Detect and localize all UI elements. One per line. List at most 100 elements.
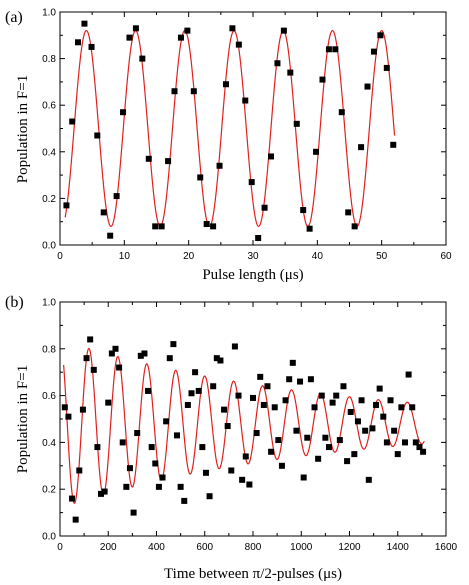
- panel-b-data-point: [322, 434, 329, 441]
- panel-b-data-point: [289, 359, 296, 366]
- panel-b-data-point: [145, 387, 152, 394]
- panel-a-x-tick-label: 0: [57, 251, 63, 262]
- panel-b-data-point: [130, 509, 137, 516]
- panel-b-x-tick-label: 1000: [290, 542, 313, 553]
- panel-a-data-point: [300, 207, 307, 214]
- panel-b-data-point: [242, 453, 249, 460]
- panel-b-data-point: [181, 497, 188, 504]
- panel-a-data-point: [338, 109, 345, 116]
- panel-a-y-tick-label: 0.6: [42, 101, 56, 112]
- panel-a-data-point: [203, 221, 210, 228]
- panel-a-data-point: [248, 179, 255, 186]
- panel-b-fit-curve: [63, 347, 425, 505]
- panel-b-data-point: [224, 423, 231, 430]
- panel-a-data-point: [145, 155, 152, 162]
- panel-b-data-point: [315, 455, 322, 462]
- panel-b-plot-frame: [59, 301, 447, 537]
- panel-b-data-point: [333, 392, 340, 399]
- panel-a-data-point: [242, 97, 249, 104]
- panel-a-data-point: [139, 55, 146, 62]
- panel-b-data-point: [365, 476, 372, 483]
- panel-b-data-point: [391, 427, 398, 434]
- panel-a-label: (a): [5, 9, 23, 26]
- panel-b-data-point: [340, 383, 347, 390]
- panel-b-data-point: [188, 390, 195, 397]
- panel-a-data-point: [235, 41, 242, 48]
- panel-b-data-point: [213, 355, 220, 362]
- panel-b-data-point: [202, 469, 209, 476]
- panel-b-label: (b): [5, 294, 24, 311]
- panel-b-data-point: [329, 399, 336, 406]
- panel-b-data-point: [69, 495, 76, 502]
- panel-b-ticks: 0 200 400 600 800 1000 1200 1400 1600 0.0 0.2 0.4 0.…: [42, 298, 457, 554]
- panel-b-x-tick-label: 1200: [338, 542, 361, 553]
- panel-a-data-point: [345, 209, 352, 216]
- panel-a-x-tick-label: 40: [312, 251, 324, 262]
- panel-b-data-point: [206, 493, 213, 500]
- panel-b-data-point: [376, 385, 383, 392]
- panel-b-data-point: [351, 451, 358, 458]
- panel-b-data-point: [373, 401, 380, 408]
- panel-b-data-point: [412, 439, 419, 446]
- panel-b-data-point: [152, 460, 159, 467]
- panel-b-data-point: [108, 350, 115, 357]
- panel-b-data-point: [239, 476, 246, 483]
- panel-a-data-point: [190, 88, 197, 95]
- panel-b-data-point: [344, 458, 351, 465]
- panel-a-data-point: [377, 32, 384, 39]
- panel-a-x-axis-title: Pulse length (μs): [202, 267, 303, 283]
- panel-b-y-tick-label: 1.0: [42, 298, 56, 309]
- panel-b-data-point: [358, 397, 365, 404]
- panel-b-data-point: [275, 437, 282, 444]
- panel-b-data-point: [116, 364, 123, 371]
- panel-a-data-point: [132, 25, 139, 32]
- panel-a-data-point: [351, 223, 358, 230]
- panel-b-x-tick-label: 1400: [387, 542, 410, 553]
- panel-b-y-tick-label: 0.2: [42, 485, 56, 496]
- panel-b-data-point: [231, 343, 238, 350]
- panel-a-data-point: [63, 202, 70, 209]
- panel-b-data-point: [380, 413, 387, 420]
- panel-b-data-point: [166, 355, 173, 362]
- panel-b-data-point: [347, 408, 354, 415]
- panel-a-y-tick-label: 0.0: [42, 241, 56, 252]
- panel-b-x-tick-label: 800: [245, 542, 262, 553]
- panel-b-data-point: [286, 376, 293, 383]
- panel-a-data-point: [274, 60, 281, 67]
- panel-a-data-point: [165, 158, 172, 165]
- panel-a-data-point: [280, 27, 287, 34]
- panel-a-data-point: [364, 83, 371, 90]
- panel-b-data-point: [177, 483, 184, 490]
- panel-a-data-point: [390, 141, 397, 148]
- panel-b-fit-line: [63, 347, 425, 505]
- panel-b: (b) 0 200 400 600 800 1000 1200 1400 16000.00.20…: [5, 294, 458, 582]
- panel-b-data-point: [336, 437, 343, 444]
- panel-b-data-point: [199, 444, 206, 451]
- panel-b-data-point: [155, 483, 162, 490]
- panel-a-data-point: [69, 118, 76, 125]
- panel-b-data-point: [300, 474, 307, 481]
- panel-a-data-point: [383, 64, 390, 71]
- panel-b-data-point: [271, 404, 278, 411]
- panel-a-data-point: [81, 20, 88, 27]
- panel-b-data-point: [134, 430, 141, 437]
- panel-b-data-point: [221, 406, 228, 413]
- panel-b-data-point: [174, 432, 181, 439]
- panel-a-data-point: [171, 88, 178, 95]
- panel-b-data-point: [105, 399, 112, 406]
- panel-a-data-point: [222, 81, 229, 88]
- panel-a-data-point: [216, 162, 223, 169]
- panel-b-data-point: [210, 383, 217, 390]
- panel-b-data-point: [112, 345, 119, 352]
- panel-b-data-point: [420, 448, 427, 455]
- panel-a-x-tick-label: 20: [183, 251, 195, 262]
- panel-a-data-point: [197, 174, 204, 181]
- panel-b-data-point: [282, 397, 289, 404]
- panel-b-data-point: [235, 392, 242, 399]
- panel-b-x-tick-label: 200: [100, 542, 117, 553]
- panel-a-y-tick-label: 0.2: [42, 194, 56, 205]
- panel-a-x-tick-label: 30: [247, 251, 259, 262]
- panel-a-data-point: [184, 27, 191, 34]
- panel-b-data-point: [264, 383, 271, 390]
